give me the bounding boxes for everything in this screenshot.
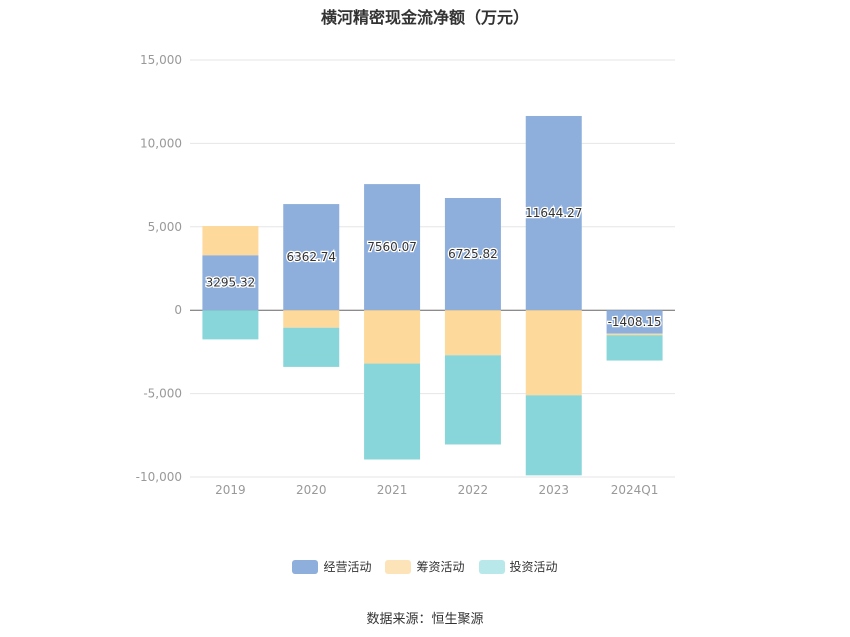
y-tick-label: 0 [174, 303, 182, 317]
y-tick-label: 10,000 [140, 136, 182, 150]
bar-investing [525, 395, 582, 476]
legend-swatch-investing [478, 559, 505, 574]
bar-investing [283, 327, 340, 367]
chart-title: 横河精密现金流净额（万元） [320, 8, 529, 27]
bar-investing [606, 335, 663, 361]
bar-operating [525, 115, 582, 311]
bar-operating [444, 198, 501, 311]
bar-investing [444, 355, 501, 445]
data-label: 6725.82 [448, 247, 498, 261]
x-tick-label: 2019 [215, 483, 246, 497]
y-tick-label: -10,000 [136, 470, 182, 484]
data-label: 3295.32 [206, 276, 256, 290]
bar-financing [364, 310, 421, 364]
legend-item-operating[interactable]: 经营活动 [292, 558, 371, 575]
legend-swatch-financing [385, 559, 412, 574]
bar-operating [606, 310, 663, 334]
source-note: 数据来源：恒生聚源 [366, 612, 484, 627]
data-label: 6362.74 [286, 250, 336, 264]
x-tick-label: 2021 [377, 483, 408, 497]
data-label: 7560.07 [367, 240, 417, 254]
data-label: -1408.15 [608, 315, 662, 329]
legend-swatch-operating [292, 559, 319, 574]
legend-label-operating: 经营活动 [323, 560, 372, 574]
bar-financing [202, 226, 259, 256]
bar-investing [364, 363, 421, 460]
legend-item-financing[interactable]: 筹资活动 [385, 558, 465, 575]
x-tick-label: 2022 [458, 483, 489, 497]
bar-operating [202, 255, 259, 311]
bar-financing [525, 310, 582, 396]
y-tick-label: -5,000 [143, 387, 182, 401]
bar-investing [202, 310, 259, 340]
bar-operating [364, 184, 421, 311]
x-tick-label: 2020 [296, 483, 327, 497]
bar-financing [283, 310, 340, 328]
x-tick-label: 2024Q1 [611, 483, 659, 497]
data-label: 11644.27 [525, 206, 582, 220]
legend-item-investing[interactable]: 投资活动 [478, 558, 558, 575]
bar-financing [444, 310, 501, 356]
legend: 经营活动 筹资活动 投资活动 [0, 558, 850, 575]
x-tick-label: 2023 [538, 483, 569, 497]
legend-label-financing: 筹资活动 [416, 560, 465, 574]
y-tick-label: 15,000 [140, 53, 182, 67]
legend-label-investing: 投资活动 [509, 560, 558, 574]
bar-operating [283, 204, 340, 311]
y-tick-label: 5,000 [148, 220, 182, 234]
bar-financing [606, 333, 663, 336]
